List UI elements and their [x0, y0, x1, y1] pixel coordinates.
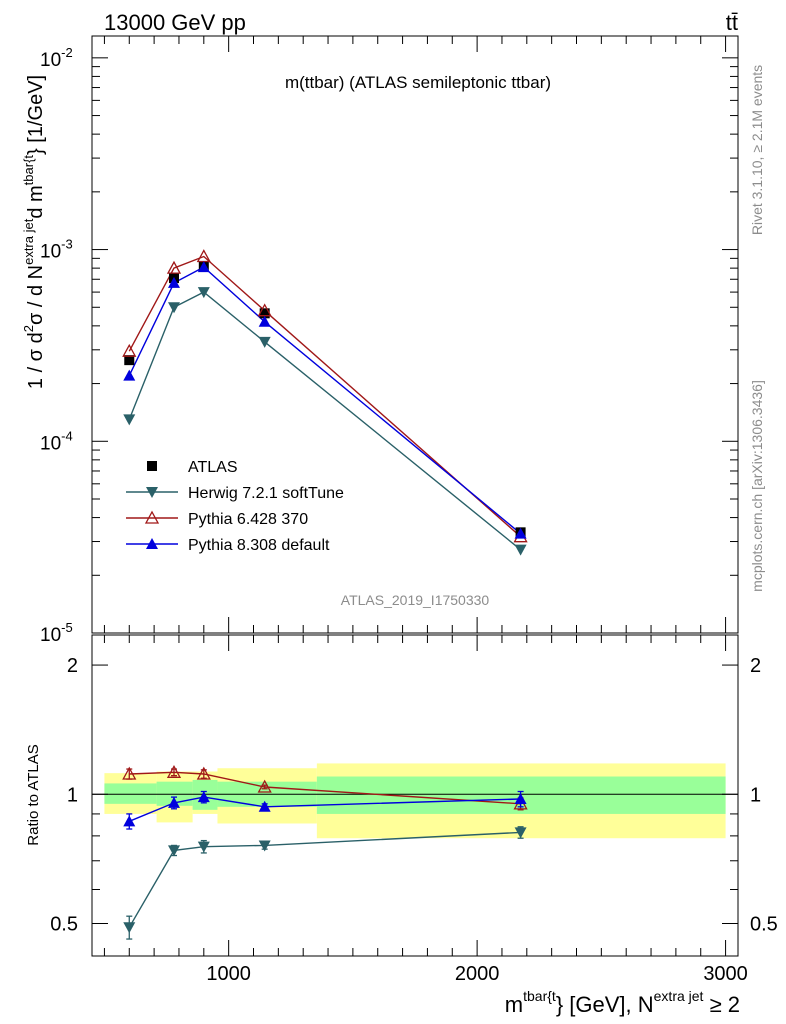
ratio-ytick-label-right: 2: [750, 655, 761, 677]
process-label: tt̄: [726, 10, 738, 35]
point-herwig-7-2-1-softtune: [123, 414, 136, 426]
ratio-ytick-label-right: 0.5: [750, 913, 778, 935]
mcplots-label: mcplots.cern.ch [arXiv:1306.3436]: [749, 380, 765, 592]
series-line-pythia-6-428-370: [128, 255, 522, 538]
legend-marker-pythia-8-308-default: [146, 538, 158, 549]
point-pythia-6-428-370: [166, 260, 182, 274]
ytick-label: 10-2: [40, 45, 73, 71]
point-herwig-7-2-1-softtune: [197, 287, 210, 299]
ratio-xlabel: mtbar{t} [GeV], Nextra jet ≥ 2: [505, 988, 740, 1017]
legend-marker-pythia-6-428-370: [144, 510, 160, 524]
point-pythia-6-428-370: [122, 343, 137, 357]
point-pythia-8-308-default: [167, 276, 180, 288]
ratio-point-pythia-6-428-370: [166, 764, 182, 778]
ytick-label: 10-5: [40, 620, 73, 646]
ytick-label-base: 10: [40, 433, 61, 454]
point-herwig-7-2-1-softtune: [167, 302, 180, 314]
ratio-frame: [91, 634, 739, 957]
ratio-point-herwig-7-2-1-softtune: [197, 841, 210, 853]
ytick-label-base: 10: [40, 50, 61, 71]
ratio-xtick-label: 1000: [206, 963, 251, 985]
ratio-ytick-label: 2: [67, 655, 78, 677]
ratio-point-pythia-6-428-370: [196, 766, 211, 780]
ratio-xtick-label: 3000: [703, 963, 748, 985]
ratio-xtick-label: 2000: [455, 963, 500, 985]
point-pythia-8-308-default: [514, 527, 527, 539]
ratio-point-herwig-7-2-1-softtune: [258, 840, 271, 852]
ytick-label: 10-3: [40, 237, 73, 263]
ratio-ytick-label-right: 1: [750, 784, 761, 806]
ratio-plot: 0.5 0.5 1 1 2 2 1000 2000 3000 Ratio to ATLAS m…: [25, 634, 778, 1017]
legend: ATLAS Herwig 7.2.1 softTune Pythia 6.428 3…: [126, 459, 344, 554]
ytick-label-base: 10: [40, 242, 61, 263]
ratio-ytick-label: 1: [67, 784, 78, 806]
rivet-label: Rivet 3.1.10, ≥ 2.1M events: [749, 65, 765, 235]
main-plot: m(ttbar) (ATLAS semileptonic ttbar) ATLA…: [21, 35, 739, 646]
uncertainty-band-inner: [104, 783, 157, 804]
point-pythia-6-428-370: [257, 303, 272, 317]
ratio-point-pythia-6-428-370: [122, 766, 137, 780]
main-title: m(ttbar) (ATLAS semileptonic ttbar): [285, 73, 551, 92]
legend-marker-herwig-7-2-1-softtune: [146, 487, 158, 498]
ratio-point-herwig-7-2-1-softtune: [167, 845, 180, 857]
ratio-ytick-label: 0.5: [50, 913, 78, 935]
point-herwig-7-2-1-softtune: [514, 544, 527, 556]
ratio-point-pythia-8-308-default: [197, 791, 210, 803]
legend-label-herwig-7-2-1-softtune: Herwig 7.2.1 softTune: [188, 485, 344, 502]
ratio-point-pythia-6-428-370: [257, 779, 272, 793]
point-atlas: [124, 355, 135, 366]
ratio-point-herwig-7-2-1-softtune: [514, 827, 527, 839]
ratio-point-pythia-8-308-default: [258, 800, 271, 812]
point-pythia-8-308-default: [258, 315, 271, 327]
ytick-label-exp: -5: [61, 620, 73, 635]
main-ylabel: 1 / σ d2σ / d Nextra jetd mtbar{t} [1/Ge…: [21, 75, 47, 389]
ratio-point-herwig-7-2-1-softtune: [123, 922, 136, 934]
energy-label: 13000 GeV pp: [104, 10, 246, 35]
ytick-label: 10-4: [40, 428, 73, 454]
ratio-point-pythia-8-308-default: [123, 815, 136, 827]
ytick-label-exp: -4: [61, 428, 73, 443]
ratio-ylabel: Ratio to ATLAS: [25, 744, 42, 845]
point-herwig-7-2-1-softtune: [258, 336, 271, 348]
ytick-label-exp: -2: [61, 45, 73, 60]
ytick-label-exp: -3: [61, 237, 73, 252]
ytick-label-base: 10: [40, 625, 61, 646]
main-frame: [91, 35, 739, 634]
legend-label-pythia-8-308-default: Pythia 8.308 default: [188, 537, 330, 554]
point-pythia-8-308-default: [197, 261, 210, 273]
legend-label-pythia-6-428-370: Pythia 6.428 370: [188, 511, 308, 528]
ratio-line-herwig-7-2-1-softtune: [128, 831, 521, 928]
ratio-point-pythia-8-308-default: [167, 796, 180, 808]
ratio-point-pythia-8-308-default: [514, 793, 527, 805]
legend-label-atlas: ATLAS: [188, 459, 238, 476]
point-atlas: [259, 308, 270, 319]
point-pythia-8-308-default: [123, 369, 136, 381]
analysis-watermark: ATLAS_2019_I1750330: [341, 592, 490, 608]
legend-marker-atlas: [147, 461, 157, 471]
